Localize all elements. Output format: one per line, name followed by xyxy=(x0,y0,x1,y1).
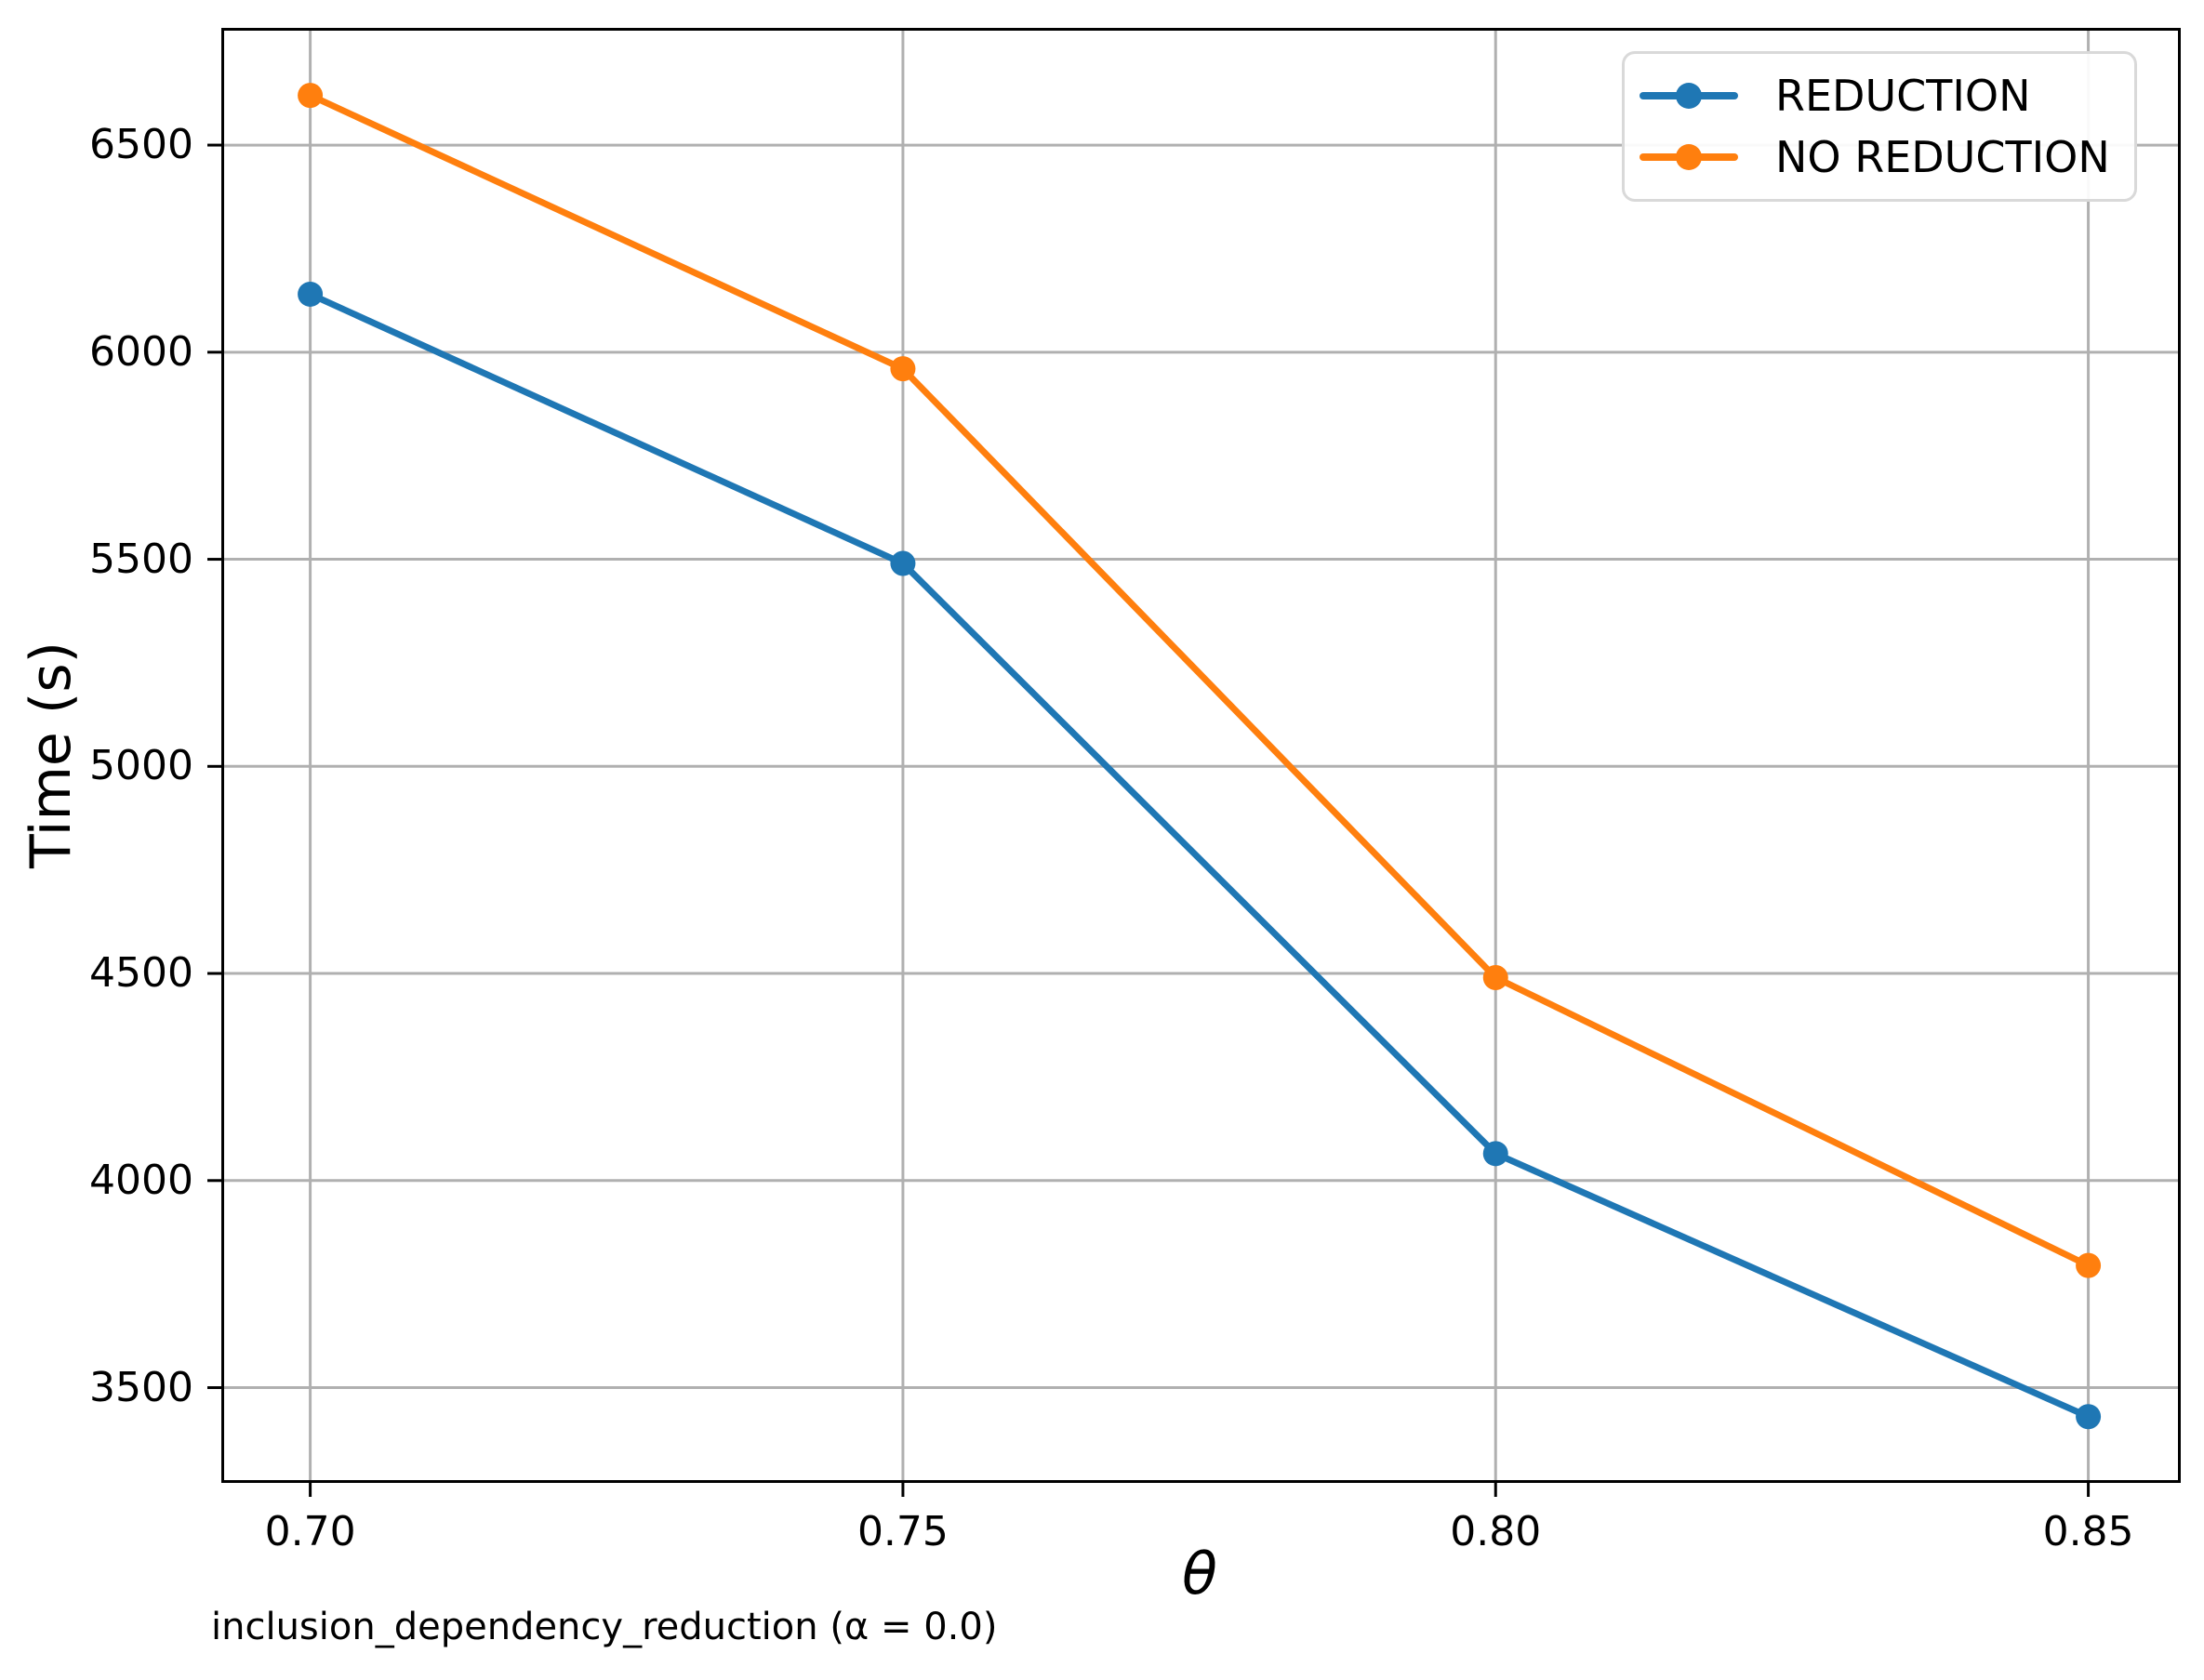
plot-area: REDUCTION NO REDUCTION 3500 4000 4500 5000 5… xyxy=(89,28,2181,1555)
data-point-marker xyxy=(1482,965,1508,991)
legend-line-marker-swatch xyxy=(1640,83,1738,109)
series-line xyxy=(307,290,2092,1421)
y-axis-label: Time (s) xyxy=(19,642,84,868)
y-tick-label: 6000 xyxy=(89,327,193,376)
x-tick-label: 0.85 xyxy=(2042,1508,2134,1555)
legend-marker-dot xyxy=(1676,83,1702,109)
legend-item-reduction: REDUCTION xyxy=(1640,65,2110,126)
y-tick-label: 6500 xyxy=(89,121,193,169)
data-point-marker xyxy=(298,281,324,307)
y-tick-label: 4500 xyxy=(89,949,193,998)
chart-canvas xyxy=(207,28,2181,1497)
legend-label: REDUCTION xyxy=(1775,71,2031,121)
y-tick-label: 5500 xyxy=(89,535,193,583)
data-point-marker xyxy=(2076,1252,2102,1278)
legend-line-marker-swatch xyxy=(1640,144,1738,170)
legend-item-no-reduction: NO REDUCTION xyxy=(1640,126,2110,188)
data-point-marker xyxy=(890,356,916,382)
data-point-marker xyxy=(1482,1141,1508,1167)
legend-marker-dot xyxy=(1676,144,1702,170)
data-point-marker xyxy=(2076,1404,2102,1430)
x-axis-label: θ xyxy=(1182,1540,1217,1607)
chart-caption: inclusion_dependency_reduction (α = 0.0) xyxy=(211,1606,998,1648)
axes-spines xyxy=(221,28,2181,1483)
y-tick-label: 3500 xyxy=(89,1363,193,1411)
legend: REDUCTION NO REDUCTION xyxy=(1622,51,2137,202)
data-point-marker xyxy=(890,550,916,576)
data-point-marker xyxy=(298,83,324,109)
x-tick-label: 0.70 xyxy=(264,1508,356,1555)
x-tick-label: 0.80 xyxy=(1450,1508,1542,1555)
legend-label: NO REDUCTION xyxy=(1775,132,2110,182)
x-tick-label: 0.75 xyxy=(856,1508,949,1555)
series-line xyxy=(307,92,2092,1269)
y-tick-label: 4000 xyxy=(89,1156,193,1204)
y-tick-label: 5000 xyxy=(89,742,193,790)
